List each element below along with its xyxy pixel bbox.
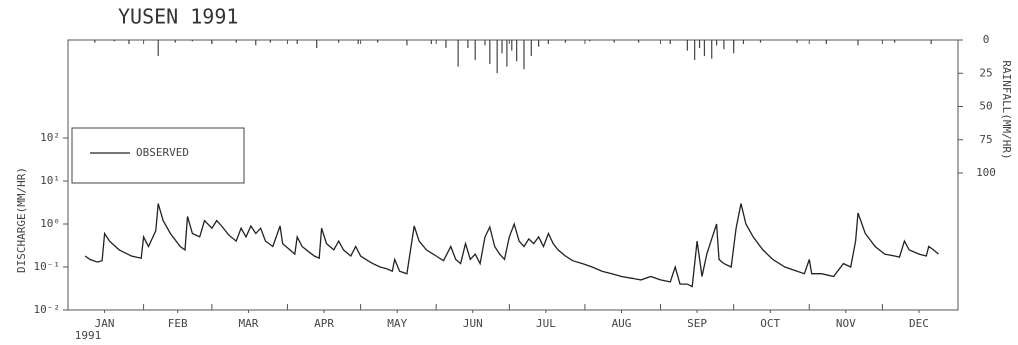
y2-tick-label: 0 xyxy=(983,33,990,46)
rain-bar xyxy=(489,40,491,64)
x-tick-label: NOV xyxy=(836,317,856,330)
x-tick-label: DEC xyxy=(909,317,929,330)
rain-bar xyxy=(613,40,615,43)
rain-bar xyxy=(235,40,237,43)
rain-bar xyxy=(669,40,671,44)
rain-bar xyxy=(857,40,859,46)
rain-bar xyxy=(538,40,540,47)
rain-bar xyxy=(113,40,115,42)
rain-bar xyxy=(703,40,706,56)
rain-bar xyxy=(723,40,725,50)
rain-bar xyxy=(711,40,713,59)
rain-bar xyxy=(716,40,718,46)
rain-bar xyxy=(637,40,640,43)
rain-bar xyxy=(211,40,213,44)
x-tick-label: JAN xyxy=(95,317,115,330)
rain-bar xyxy=(523,40,525,70)
y-tick-label: 10¹ xyxy=(40,174,60,187)
rain-bar xyxy=(589,40,591,42)
y2-tick-label: 50 xyxy=(979,100,992,113)
rain-bar xyxy=(191,40,193,42)
rain-bar xyxy=(516,40,518,62)
y2-axis-label: RAINFALL(MM/HR) xyxy=(1000,60,1013,159)
rain-bar xyxy=(445,40,447,48)
rain-bar xyxy=(742,40,745,44)
rain-bar xyxy=(377,40,379,43)
rain-bar xyxy=(128,40,130,44)
chart-title: YUSEN 1991 xyxy=(118,5,238,29)
y2-tick-label: 25 xyxy=(979,66,992,79)
rain-bar xyxy=(733,40,735,54)
data-line xyxy=(84,203,939,288)
x-tick-label: AUG xyxy=(612,317,632,330)
rain-bar xyxy=(157,40,159,56)
x-tick-label: OCT xyxy=(760,317,780,330)
y2-tick-label: 75 xyxy=(979,133,992,146)
rain-bar xyxy=(269,40,271,43)
x-tick-label: MAR xyxy=(239,317,259,330)
x-tick-label: JUL xyxy=(536,317,556,330)
rain-bar xyxy=(406,40,408,46)
rain-bar xyxy=(796,40,798,43)
rain-bar xyxy=(698,40,701,48)
rain-bar xyxy=(430,40,432,44)
legend-label: OBSERVED xyxy=(136,146,189,159)
rain-bar xyxy=(94,40,96,43)
rain-bar xyxy=(496,40,498,74)
rain-bar xyxy=(484,40,486,46)
rain-bar xyxy=(467,40,469,48)
x-tick-label: APR xyxy=(314,317,334,330)
rain-bar xyxy=(174,40,176,43)
y-tick-label: 10⁰ xyxy=(40,217,60,230)
y-axis-label: DISCHARGE(MM/HR) xyxy=(15,167,28,273)
rain-bar xyxy=(930,40,932,44)
y2-tick-label: 100 xyxy=(976,166,996,179)
legend-box xyxy=(71,127,245,184)
x-tick-label: SEP xyxy=(687,317,707,330)
y-tick-label: 10⁻¹ xyxy=(34,260,61,273)
rain-bar xyxy=(759,40,762,43)
rain-bar xyxy=(316,40,318,48)
plot-frame xyxy=(67,39,959,311)
y-tick-label: 10² xyxy=(40,131,60,144)
x-sublabel: 1991 xyxy=(75,329,102,342)
rain-bar xyxy=(474,40,476,60)
rain-bar xyxy=(530,40,532,56)
rain-bar xyxy=(338,40,340,43)
rain-bar xyxy=(506,40,508,67)
rain-bar xyxy=(296,40,298,44)
rain-bar xyxy=(357,40,359,44)
rain-bar xyxy=(686,40,688,51)
rain-bar xyxy=(501,40,503,54)
rain-bar xyxy=(255,40,257,46)
x-tick-label: JUN xyxy=(463,317,483,330)
rain-bar xyxy=(457,40,459,67)
x-tick-label: MAY xyxy=(387,317,407,330)
rain-bar xyxy=(564,40,567,43)
rain-bar xyxy=(694,40,696,60)
x-tick-label: FEB xyxy=(168,317,188,330)
rain-bar xyxy=(894,40,896,43)
rain-bar xyxy=(511,40,513,51)
rain-bar xyxy=(547,40,549,44)
rain-bar xyxy=(825,40,827,44)
y-tick-label: 10⁻² xyxy=(34,303,61,316)
